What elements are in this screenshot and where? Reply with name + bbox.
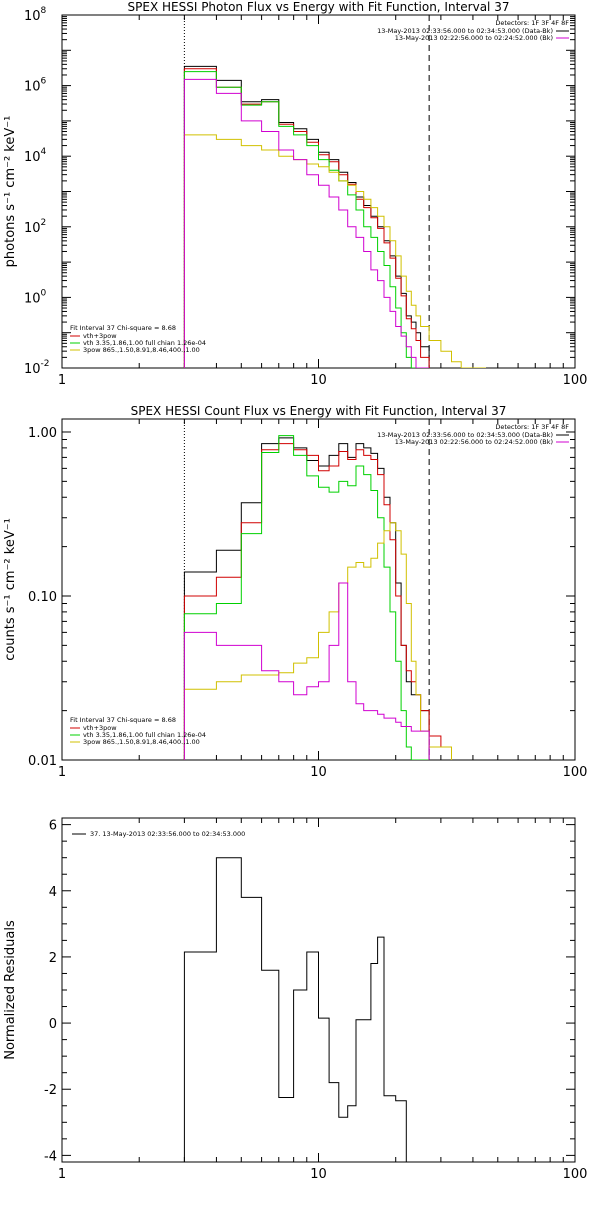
plot-frame <box>61 14 576 369</box>
y-tick-label: 100 <box>24 288 47 306</box>
series-line-3 <box>183 71 430 368</box>
legend-header: Fit Interval 37 Chi-square = 8.68 <box>70 324 176 332</box>
chart-title: SPEX HESSI Photon Flux vs Energy with Fi… <box>128 0 510 14</box>
series-line-5 <box>183 582 430 760</box>
y-tick-label: 1.00 <box>28 426 57 441</box>
legend-label: vth 3.35,1.86,1.00 full chian 1.26e-04 <box>83 731 206 739</box>
chart-1: SPEX HESSI Photon Flux vs Energy with Fi… <box>3 0 587 388</box>
detectors-header: Detectors: 1F 3F 4F 8F <box>495 19 569 27</box>
x-tick-label: 10 <box>310 1167 327 1182</box>
series-line-4 <box>183 134 486 368</box>
y-tick-exponent: 2 <box>41 218 47 228</box>
y-tick-exponent: 6 <box>41 77 47 87</box>
chart-title: SPEX HESSI Count Flux vs Energy with Fit… <box>131 404 507 418</box>
x-tick-label: 100 <box>563 765 588 780</box>
legend-label: 37. 13-May-2013 02:33:56.000 to 02:34:53… <box>90 830 245 838</box>
y-tick-label: 2 <box>49 951 57 966</box>
y-axis-label: Normalized Residuals <box>3 920 18 1060</box>
series-line-2 <box>183 443 452 760</box>
y-tick-label: 104 <box>24 147 47 165</box>
y-axis-label: photons s⁻¹ cm⁻² keV⁻¹ <box>3 116 18 268</box>
y-tick-exponent: 8 <box>41 6 47 16</box>
x-tick-label: 100 <box>563 1167 588 1182</box>
y-tick-label: 0.10 <box>28 590 57 605</box>
y-tick-label: 106 <box>24 77 47 95</box>
y-tick-label: 4 <box>49 885 57 900</box>
y-tick-label: 6 <box>49 819 57 834</box>
legend-label: 3pow 865.,1.50,8.91,8.46,400.,1.00 <box>83 346 200 354</box>
series-line-1 <box>183 65 430 368</box>
detectors-header: Detectors: 1F 3F 4F 8F <box>495 423 569 431</box>
series-line-3 <box>183 435 430 760</box>
detectors-label: 13-May-2013 02:33:56.000 to 02:34:53.000… <box>377 27 553 35</box>
y-tick-exponent: 0 <box>41 288 47 298</box>
legend-header: Fit Interval 37 Chi-square = 8.68 <box>70 716 176 724</box>
detectors-label: 13-May-2013 02:22:56.000 to 02:24:52.000… <box>395 34 553 42</box>
legend-label: vth+3pow <box>83 724 117 732</box>
x-tick-label: 10 <box>310 373 327 388</box>
y-tick-exponent: -2 <box>41 359 50 369</box>
y-tick-label: -4 <box>44 1149 57 1164</box>
legend-label: vth 3.35,1.86,1.00 full chian 1.26e-04 <box>83 339 206 347</box>
series-line-4 <box>183 522 452 760</box>
y-tick-label: 0 <box>49 1017 57 1032</box>
y-tick-exponent: 4 <box>41 147 47 157</box>
y-tick-label: 10-2 <box>24 359 50 377</box>
chart-2: SPEX HESSI Count Flux vs Energy with Fit… <box>3 404 587 780</box>
detectors-label: 13-May-2013 02:22:56.000 to 02:24:52.000… <box>395 438 553 446</box>
x-tick-label: 1 <box>58 1167 66 1182</box>
x-tick-label: 100 <box>563 373 588 388</box>
x-tick-label: 10 <box>310 765 327 780</box>
y-tick-label: 0.01 <box>28 754 57 769</box>
y-tick-label: 102 <box>24 218 46 236</box>
y-tick-label: -2 <box>44 1083 57 1098</box>
series-line-1 <box>183 857 407 1162</box>
series-line-1 <box>183 437 430 760</box>
y-tick-label: 108 <box>24 6 47 24</box>
legend-label: vth+3pow <box>83 332 117 340</box>
series-line-5 <box>183 78 430 368</box>
detectors-label: 13-May-2013 02:33:56.000 to 02:34:53.000… <box>377 431 553 439</box>
chart-3: Normalized Residuals 1 10 100 -4 -2 0 2 4 6 37. 13… <box>3 817 588 1182</box>
legend-label: 3pow 865.,1.50,8.91,8.46,400.,1.00 <box>83 738 200 746</box>
x-tick-label: 1 <box>58 765 66 780</box>
x-tick-label: 1 <box>58 373 66 388</box>
series-line-2 <box>183 68 430 368</box>
y-axis-label: counts s⁻¹ cm⁻² keV⁻¹ <box>3 518 18 661</box>
